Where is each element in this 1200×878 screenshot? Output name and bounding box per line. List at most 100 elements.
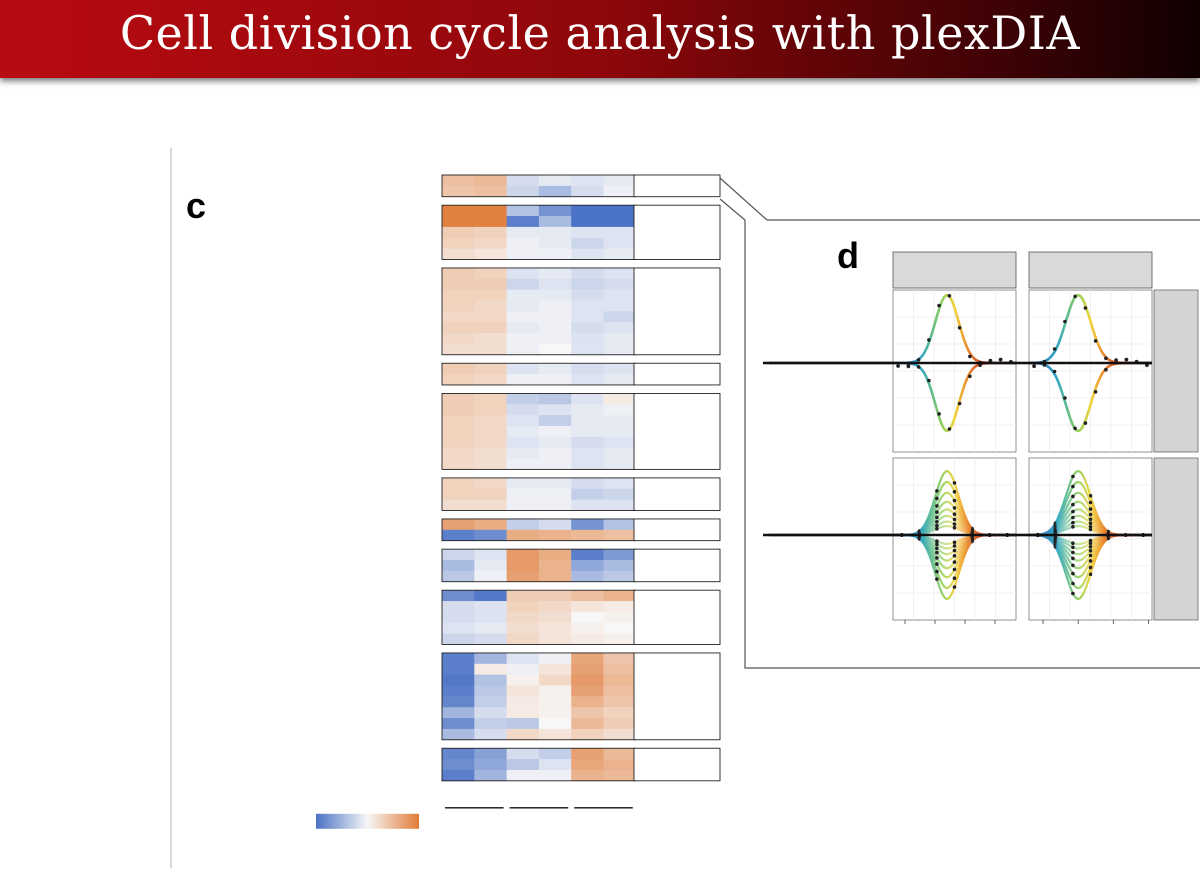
heatmap-cell <box>442 718 475 730</box>
heatmap-cell <box>538 300 572 312</box>
heatmap-cell <box>603 707 637 719</box>
heatmap-cell <box>506 652 540 665</box>
data-point <box>952 540 957 545</box>
heatmap-cell <box>603 663 637 676</box>
data-point <box>1071 474 1075 479</box>
heatmap-cell <box>571 415 604 427</box>
data-point <box>978 363 982 368</box>
heatmap-cell <box>571 611 604 624</box>
heatmap-cell <box>506 622 540 634</box>
heatmap-cell <box>442 311 475 323</box>
heatmap-cell <box>474 322 507 334</box>
heatmap-cell <box>571 458 604 470</box>
data-point <box>1088 548 1093 553</box>
group-label-box <box>633 174 721 198</box>
data-point <box>935 523 939 528</box>
connector-bottom <box>719 198 1200 669</box>
heatmap-cell <box>603 289 637 301</box>
heatmap-cell <box>474 518 507 531</box>
heatmap-cell <box>538 488 572 500</box>
heatmap-cell <box>474 769 507 782</box>
heatmap-cell <box>506 611 540 624</box>
data-point <box>935 542 939 547</box>
data-point <box>1071 509 1075 514</box>
heatmap-cell <box>538 601 572 613</box>
heatmap-cell <box>571 404 604 416</box>
heatmap-cell <box>538 529 572 542</box>
heatmap-cell <box>474 663 507 676</box>
heatmap <box>316 174 721 829</box>
heatmap-cell <box>442 652 475 665</box>
slide-title: Cell division cycle analysis with plexDI… <box>119 6 1081 60</box>
heatmap-cell <box>571 248 604 260</box>
heatmap-cell <box>442 415 475 427</box>
data-point <box>1071 556 1075 561</box>
data-point <box>1088 565 1093 570</box>
heatmap-cell <box>442 633 475 645</box>
data-point <box>952 544 957 548</box>
heatmap-cell <box>506 393 540 405</box>
legend-colorbar <box>316 813 419 829</box>
facet-strip <box>1153 457 1199 621</box>
heatmap-cell <box>538 652 572 665</box>
heatmap-cell <box>538 185 572 198</box>
heatmap-cell <box>603 404 637 416</box>
data-point <box>935 556 939 560</box>
heatmap-cell <box>474 374 507 386</box>
heatmap-cell <box>603 769 637 782</box>
heatmap-cell <box>474 499 507 511</box>
heatmap-cell <box>506 570 540 583</box>
heatmap-cell <box>538 707 572 719</box>
heatmap-cell <box>506 226 540 239</box>
heatmap-cell <box>571 499 604 511</box>
data-point <box>952 585 957 589</box>
heatmap-cell <box>571 570 604 583</box>
heatmap-cell <box>506 289 540 301</box>
heatmap-cell <box>506 696 540 708</box>
data-point <box>1071 591 1075 596</box>
heatmap-cell <box>442 333 475 345</box>
heatmap-cell <box>603 685 637 697</box>
data-point <box>1083 306 1088 310</box>
group-label-box <box>633 652 721 741</box>
data-point <box>968 374 972 379</box>
data-point <box>1063 396 1067 400</box>
heatmap-cell <box>603 499 637 511</box>
heatmap-cell <box>474 300 507 312</box>
heatmap-cell <box>474 633 507 645</box>
heatmap-cell <box>603 622 637 634</box>
heatmap-cell <box>538 415 572 427</box>
data-point <box>935 562 939 566</box>
heatmap-cell <box>538 393 572 405</box>
heatmap-cell <box>474 267 507 280</box>
heatmap-cell <box>538 311 572 323</box>
data-point <box>1073 426 1077 431</box>
heatmap-cell <box>474 601 507 613</box>
data-point <box>952 498 957 503</box>
heatmap-cell <box>474 458 507 470</box>
heatmap-cell <box>571 601 604 613</box>
heatmap-cell <box>571 426 604 438</box>
heatmap-cell <box>571 267 604 280</box>
heatmap-cell <box>571 759 604 771</box>
data-point <box>988 358 993 363</box>
data-point <box>952 567 957 572</box>
heatmap-cell <box>506 300 540 312</box>
data-point <box>935 539 939 543</box>
data-point <box>1071 545 1075 550</box>
data-point <box>1088 541 1093 545</box>
heatmap-cell <box>538 226 572 239</box>
heatmap-cell <box>571 748 604 760</box>
heatmap-cell <box>571 718 604 730</box>
heatmap-cell <box>538 205 572 217</box>
heatmap-cell <box>571 529 604 542</box>
heatmap-cell <box>571 477 604 490</box>
data-point <box>927 378 931 383</box>
heatmap-cell <box>538 333 572 345</box>
data-point <box>952 506 957 510</box>
heatmap-cell <box>538 718 572 730</box>
heatmap-cell <box>538 404 572 416</box>
heatmap-cell <box>506 759 540 771</box>
heatmap-cell <box>538 477 572 490</box>
